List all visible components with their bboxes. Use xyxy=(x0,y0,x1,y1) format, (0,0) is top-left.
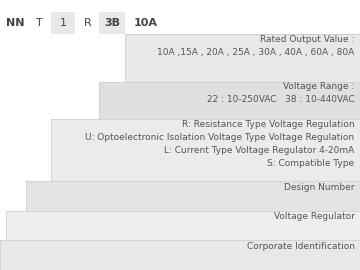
Bar xyxy=(6,211,360,240)
Text: R: R xyxy=(84,18,91,28)
Text: Corporate Identification: Corporate Identification xyxy=(247,242,355,251)
Bar xyxy=(0,12,360,34)
Text: 10A: 10A xyxy=(134,18,158,28)
Bar xyxy=(51,12,75,34)
Text: R: Resistance Type Voltage Regulation
U: Optoelectronic Isolation Voltage Type V: R: Resistance Type Voltage Regulation U:… xyxy=(85,120,355,168)
Bar xyxy=(0,240,360,270)
Text: Design Number: Design Number xyxy=(284,183,355,192)
Text: 3B: 3B xyxy=(105,18,121,28)
Bar xyxy=(51,12,75,34)
Bar xyxy=(125,34,360,82)
Text: T: T xyxy=(36,18,42,28)
Bar xyxy=(26,181,360,211)
Text: Rated Output Value :
10A ,15A , 20A , 25A , 30A , 40A , 60A , 80A: Rated Output Value : 10A ,15A , 20A , 25… xyxy=(157,35,355,57)
Bar xyxy=(99,12,125,34)
Bar xyxy=(99,12,125,34)
Text: 1: 1 xyxy=(59,18,67,28)
Bar xyxy=(99,82,360,119)
Bar xyxy=(51,119,360,181)
Text: Voltage Regulator: Voltage Regulator xyxy=(274,212,355,221)
Text: NN: NN xyxy=(6,18,24,28)
Text: Voltage Range :
22 : 10-250VAC   38 : 10-440VAC: Voltage Range : 22 : 10-250VAC 38 : 10-4… xyxy=(207,82,355,104)
